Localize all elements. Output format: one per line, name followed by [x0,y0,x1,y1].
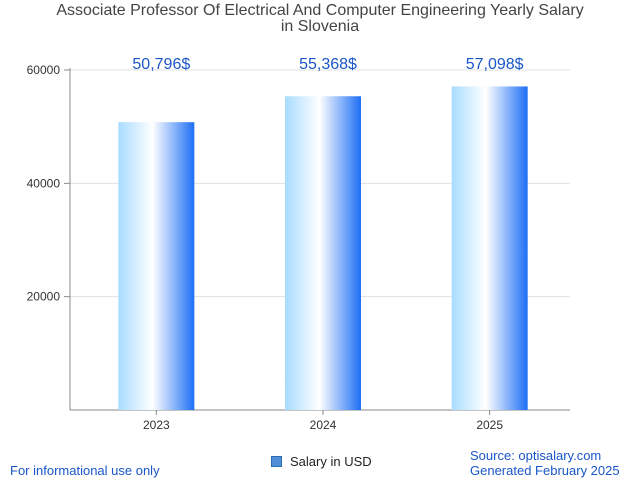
chart-title-line-1: Associate Professor Of Electrical And Co… [56,2,584,19]
chart-title-line-2: in Slovenia [280,18,360,35]
source-text: Source: optisalary.com [470,448,602,463]
bar-2024[interactable] [285,96,361,411]
chart-title: Associate Professor Of Electrical And Co… [0,3,640,35]
source-info: Source: optisalary.com Generated Februar… [470,448,620,478]
bars [118,86,528,411]
legend-label: Salary in USD [290,453,372,469]
generated-date-text: Generated February 2025 [470,463,620,478]
bar-value-label: 55,368$ [299,56,357,73]
bar-2025[interactable] [451,86,528,410]
y-tick-label: 40000 [27,176,61,190]
x-tick-label: 2023 [143,418,170,432]
x-tick-label: 2025 [476,418,503,432]
bar-2023[interactable] [118,122,195,410]
disclaimer-text: For informational use only [10,463,160,478]
y-tick-label: 60000 [27,63,61,77]
bar-value-label: 50,796$ [132,56,190,73]
x-tick-label: 2024 [310,418,337,432]
bar-value-label: 57,098$ [466,56,524,73]
y-tick-label: 20000 [27,290,61,304]
labels: 20000 40000 60000 50,796$ 2023 55,368$ 2024 57,… [27,56,524,432]
legend[interactable]: Salary in USD [266,451,378,471]
legend-swatch [271,455,282,467]
